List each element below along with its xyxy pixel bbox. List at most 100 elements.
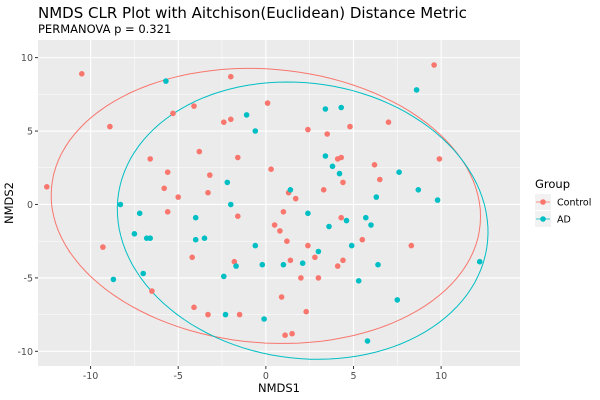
point-control xyxy=(436,156,443,162)
point-ad xyxy=(315,248,322,255)
point-control xyxy=(320,187,327,193)
point-control xyxy=(359,236,366,243)
confidence-ellipse-ad xyxy=(116,81,489,360)
point-ad xyxy=(338,104,345,111)
y-tick-label: 10 xyxy=(21,53,33,64)
point-control xyxy=(228,116,234,123)
grid-layer xyxy=(38,40,520,366)
point-ad xyxy=(336,170,343,177)
x-tick-label: 0 xyxy=(263,371,269,382)
y-tick-label: -5 xyxy=(24,273,33,284)
point-ad xyxy=(136,210,143,217)
point-control xyxy=(408,242,415,249)
point-control xyxy=(205,189,211,196)
point-ad xyxy=(261,316,267,322)
point-ad xyxy=(364,338,371,344)
y-axis-title: NMDS2 xyxy=(2,182,16,224)
point-control xyxy=(175,194,181,200)
x-axis-title: NMDS1 xyxy=(258,381,300,395)
point-control xyxy=(235,154,241,161)
point-control xyxy=(277,228,283,234)
point-control xyxy=(205,311,211,318)
x-tick-label: 5 xyxy=(350,371,356,382)
confidence-ellipse-control xyxy=(50,67,482,344)
point-ad xyxy=(131,231,138,237)
point-control xyxy=(340,257,346,264)
point-control xyxy=(287,257,294,264)
tick-layer: -10 -5 0 5 10 -10 -5 0 5 10 xyxy=(17,53,447,382)
point-ad xyxy=(224,179,231,186)
point-control xyxy=(305,242,311,249)
point-ad xyxy=(233,263,239,269)
point-ad xyxy=(343,217,350,224)
point-control xyxy=(44,184,50,190)
point-ad xyxy=(329,163,336,170)
point-control xyxy=(303,308,310,315)
point-ad xyxy=(192,236,199,243)
point-control xyxy=(207,172,213,178)
point-ad xyxy=(147,235,153,241)
point-control xyxy=(196,148,203,155)
point-ad xyxy=(192,214,199,221)
point-control xyxy=(371,162,378,168)
point-ad xyxy=(322,106,329,112)
point-ad xyxy=(413,87,420,93)
point-ad xyxy=(252,128,259,134)
point-control xyxy=(278,294,285,300)
point-ad xyxy=(375,261,381,268)
point-control xyxy=(431,62,437,68)
point-ad xyxy=(287,187,294,193)
point-control xyxy=(340,179,346,186)
point-control xyxy=(231,258,238,265)
point-control xyxy=(315,275,322,281)
point-control xyxy=(170,110,176,117)
legend-title: Group xyxy=(535,177,570,191)
point-control xyxy=(280,209,287,215)
legend: Group Control AD xyxy=(535,177,591,227)
point-ad xyxy=(163,78,169,84)
point-control xyxy=(305,126,311,133)
plot-panel xyxy=(38,40,520,366)
point-control xyxy=(164,169,171,175)
point-ad xyxy=(228,201,234,208)
point-control xyxy=(236,311,243,318)
legend-label-ad: AD xyxy=(557,215,571,226)
point-ad xyxy=(348,242,355,249)
legend-items: Control AD xyxy=(535,194,591,227)
ellipse-layer xyxy=(50,67,489,360)
point-control xyxy=(292,195,299,202)
point-ad xyxy=(355,278,362,284)
x-tick-label: 10 xyxy=(435,371,447,382)
point-ad xyxy=(201,235,208,241)
point-control xyxy=(282,332,288,339)
point-control xyxy=(289,330,295,337)
point-control xyxy=(191,103,197,109)
point-control xyxy=(161,185,167,192)
point-ad xyxy=(252,242,259,249)
point-control xyxy=(100,244,106,250)
point-ad xyxy=(305,210,311,217)
x-tick-label: -10 xyxy=(83,371,99,382)
point-ad xyxy=(373,194,380,200)
point-ad xyxy=(140,270,146,277)
point-control xyxy=(324,131,331,137)
point-control xyxy=(284,238,290,244)
point-ad xyxy=(221,273,227,280)
point-control xyxy=(377,176,383,183)
point-control xyxy=(264,100,271,106)
point-control xyxy=(164,209,171,215)
point-control xyxy=(191,304,197,311)
point-control xyxy=(107,123,113,130)
y-tick-label: -10 xyxy=(17,347,33,358)
point-ad xyxy=(117,201,124,208)
point-control xyxy=(235,213,241,219)
point-ad xyxy=(280,261,287,268)
point-layer xyxy=(44,62,483,344)
point-ad xyxy=(322,153,329,159)
point-ad xyxy=(394,297,401,303)
point-control xyxy=(347,123,353,130)
point-ad xyxy=(326,223,332,230)
point-ad xyxy=(476,258,483,265)
point-ad xyxy=(434,197,441,203)
